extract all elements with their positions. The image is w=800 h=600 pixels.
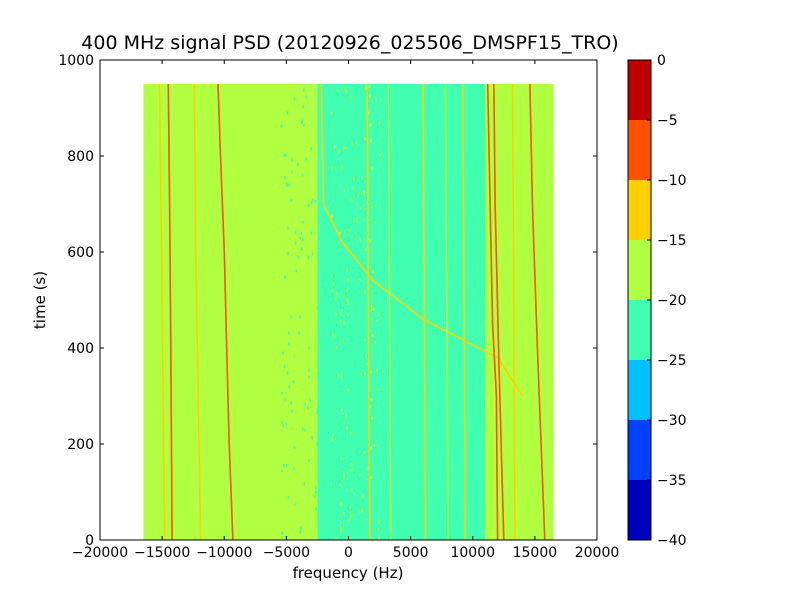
x-tick-label: 15000 bbox=[513, 545, 558, 561]
x-tick-label: −20000 bbox=[72, 545, 128, 561]
colorbar-segment bbox=[628, 240, 651, 300]
colorbar-segment bbox=[628, 180, 651, 240]
y-tick-label: 600 bbox=[67, 245, 94, 261]
colorbar-segment bbox=[628, 120, 651, 180]
colorbar-tick-label: −5 bbox=[657, 113, 678, 129]
x-tick-label: −10000 bbox=[196, 545, 252, 561]
x-tick-label: −5000 bbox=[263, 545, 310, 561]
psd-region bbox=[317, 84, 379, 540]
x-tick-label: 10000 bbox=[450, 545, 495, 561]
colorbar-tick-label: −20 bbox=[657, 293, 687, 309]
x-tick-label: 5000 bbox=[393, 545, 429, 561]
y-axis-label: time (s) bbox=[31, 271, 49, 329]
colorbar-segment bbox=[628, 480, 651, 540]
psd-region bbox=[380, 84, 486, 540]
colorbar-tick-label: −15 bbox=[657, 233, 687, 249]
colorbar-tick-label: −25 bbox=[657, 353, 687, 369]
colorbar-segment bbox=[628, 60, 651, 120]
y-tick-label: 400 bbox=[67, 341, 94, 357]
colorbar: −40 −35 −30 −25 −20 −15 −10 −5 0 bbox=[628, 53, 687, 549]
x-axis-label: frequency (Hz) bbox=[293, 564, 404, 582]
colorbar-tick-label: −40 bbox=[657, 533, 687, 549]
colorbar-tick-label: 0 bbox=[657, 53, 666, 69]
colorbar-segment bbox=[628, 300, 651, 360]
colorbar-tick-label: −10 bbox=[657, 173, 687, 189]
colorbar-tick-label: −30 bbox=[657, 413, 687, 429]
colorbar-segment bbox=[628, 420, 651, 480]
x-tick-label: 0 bbox=[344, 545, 353, 561]
plot-area: −20000 −15000 −10000 −5000 0 5000 10000 15000 20… bbox=[58, 53, 619, 561]
psd-region bbox=[485, 84, 553, 540]
y-tick-label: 0 bbox=[85, 533, 94, 549]
chart-title: 400 MHz signal PSD (20120926_025506_DMSP… bbox=[81, 32, 618, 54]
y-tick-label: 1000 bbox=[58, 53, 94, 69]
y-tick-label: 200 bbox=[67, 437, 94, 453]
colorbar-tick-label: −35 bbox=[657, 473, 687, 489]
x-tick-label: 20000 bbox=[575, 545, 620, 561]
colorbar-segment bbox=[628, 360, 651, 420]
y-tick-label: 800 bbox=[67, 149, 94, 165]
x-tick-label: −15000 bbox=[134, 545, 190, 561]
